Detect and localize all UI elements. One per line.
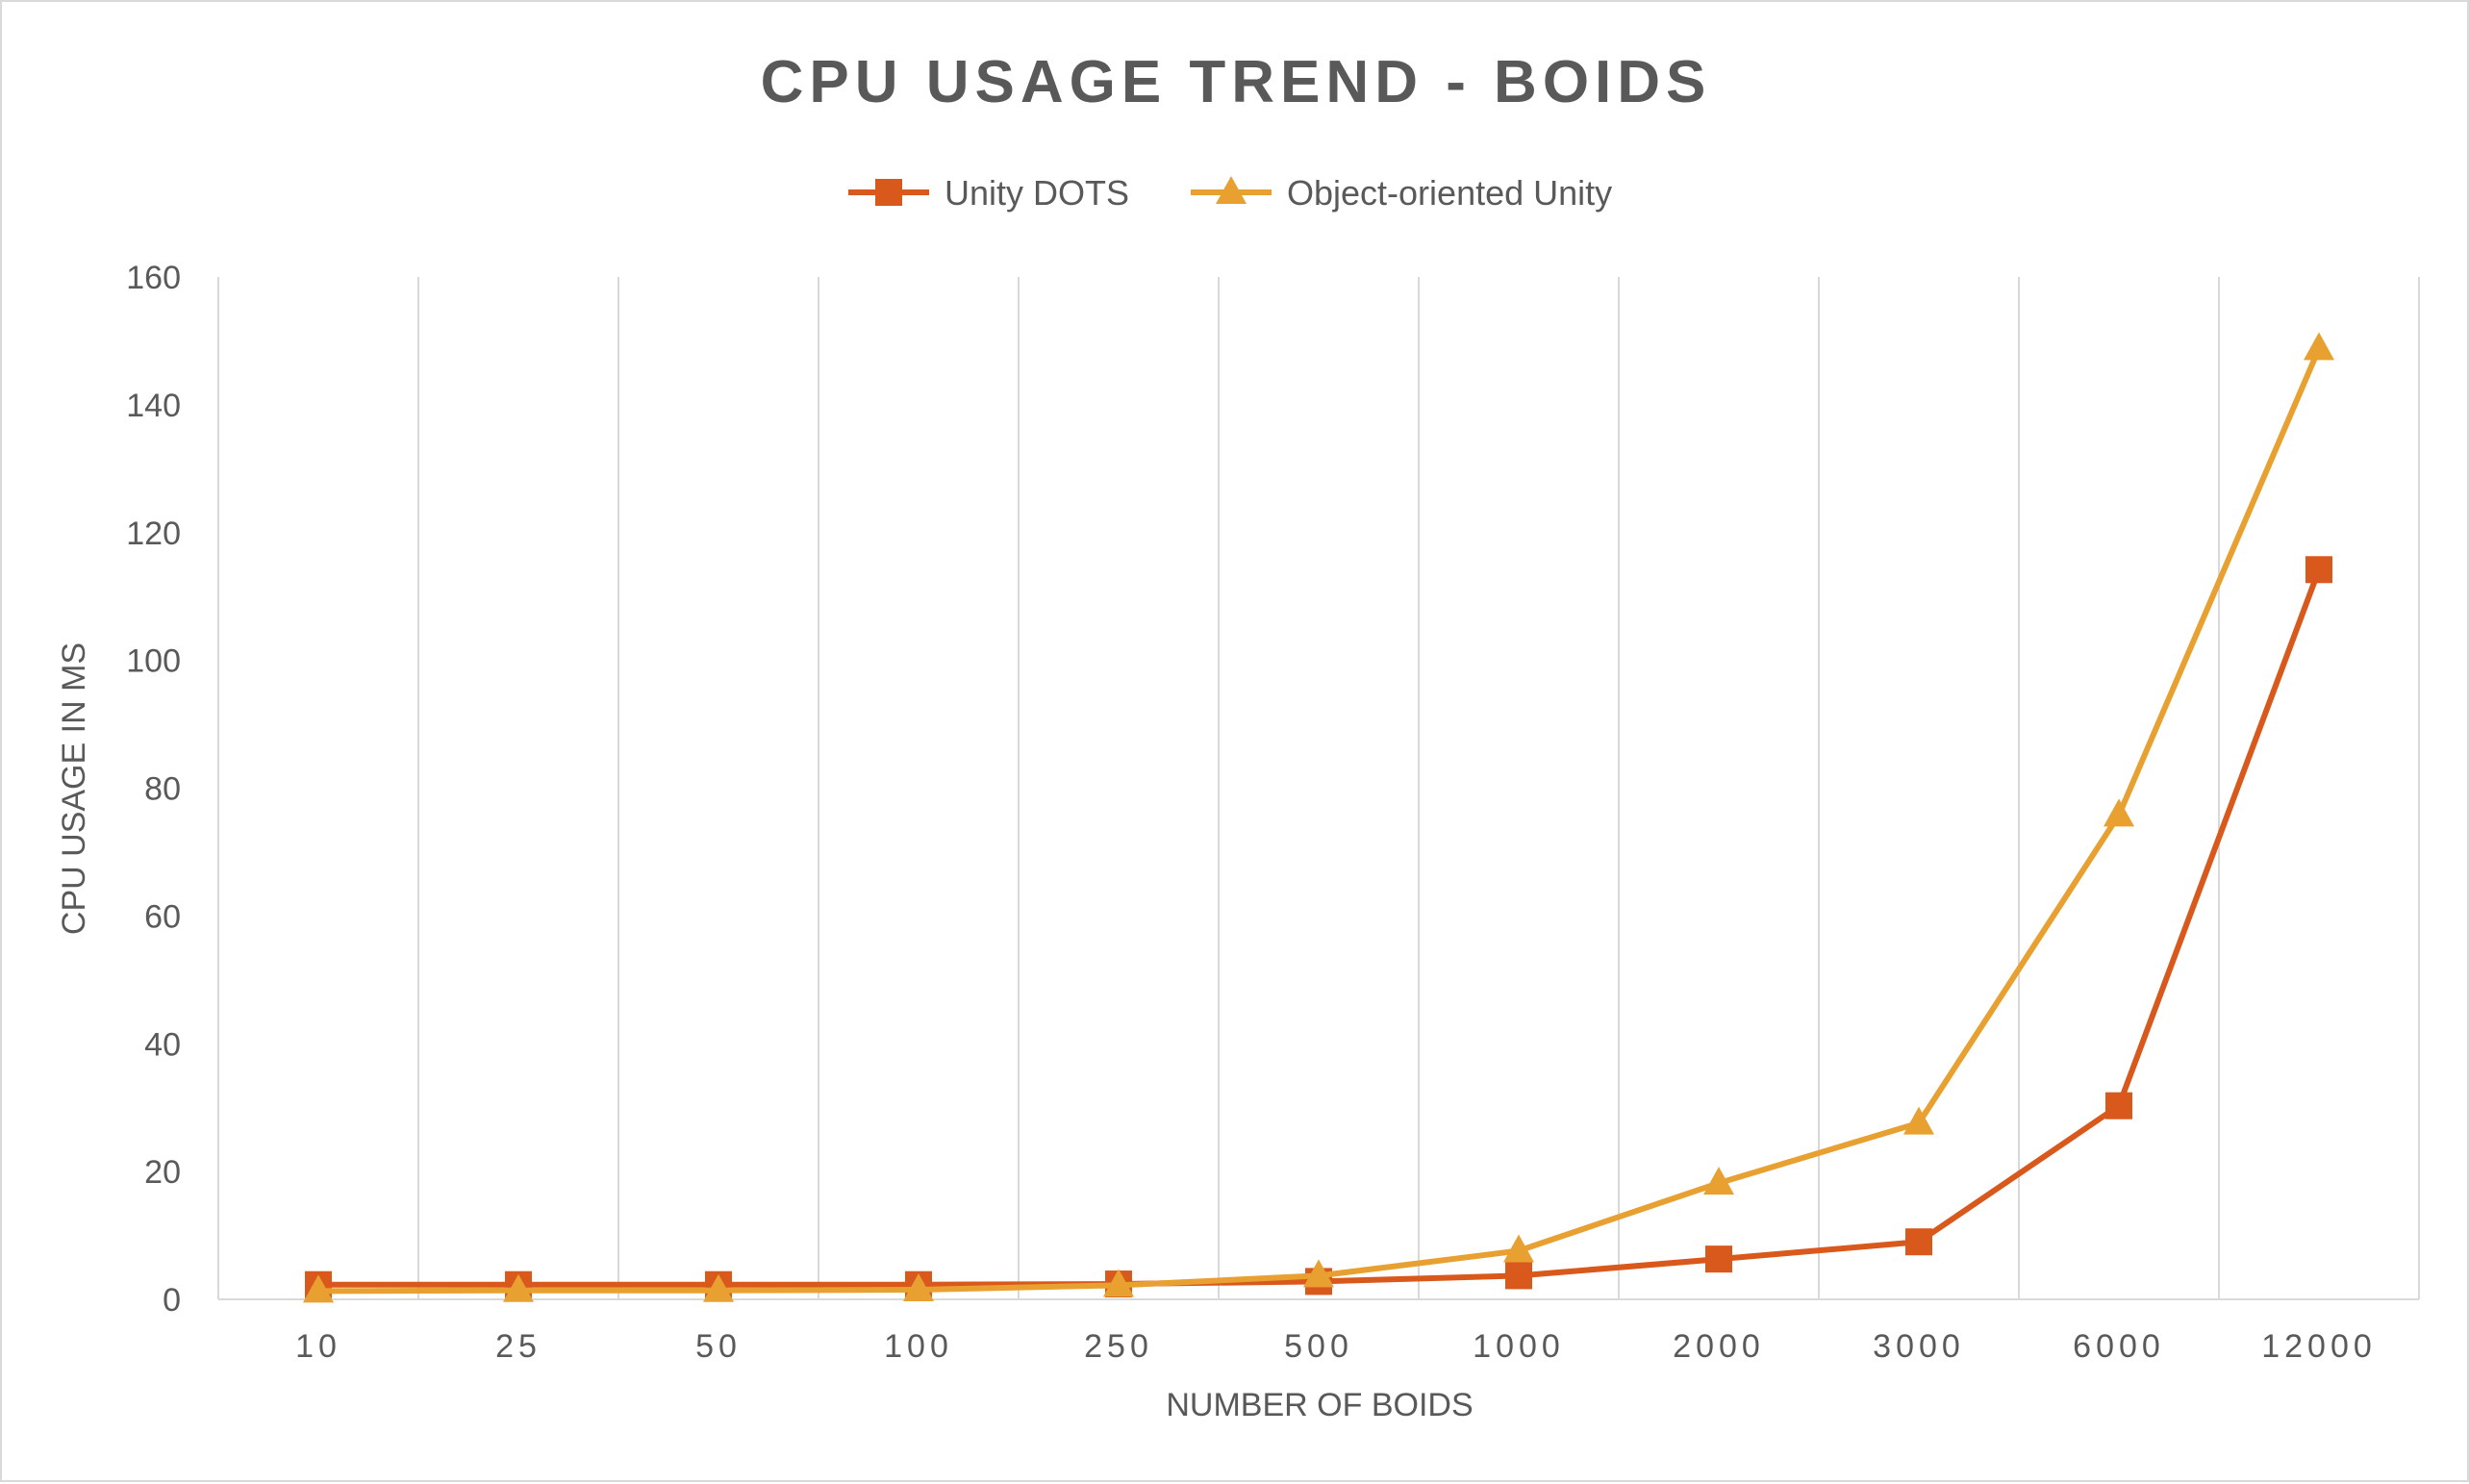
y-tick-label: 0	[163, 1282, 181, 1319]
data-point	[1303, 1259, 1334, 1288]
legend-marker	[875, 179, 902, 206]
x-tick-label: 10	[295, 1328, 341, 1365]
y-tick-label: 120	[126, 516, 181, 552]
data-point	[2104, 798, 2134, 827]
y-axis-title: CPU USAGE IN MS	[56, 642, 92, 935]
data-point	[1103, 1269, 1134, 1297]
legend-label: Object-oriented Unity	[1287, 173, 1612, 213]
y-tick-label: 40	[144, 1026, 181, 1063]
data-point	[1903, 1106, 1934, 1135]
legend-item: Unity DOTS	[848, 173, 1129, 213]
data-point	[2105, 1092, 2132, 1119]
series-triangle	[303, 332, 2334, 1303]
x-tick-label: 25	[495, 1328, 542, 1365]
x-tick-label: 12000	[2261, 1328, 2377, 1365]
y-tick-label: 140	[126, 388, 181, 424]
chart-title: CPU USAGE TREND - BOIDS	[761, 49, 1712, 115]
x-tick-label: 2000	[1673, 1328, 1765, 1365]
y-tick-label: 60	[144, 898, 181, 935]
y-tick-label: 160	[126, 260, 181, 296]
data-point	[1703, 1167, 1734, 1195]
legend: Unity DOTS Object-oriented Unity	[848, 173, 1612, 213]
data-point	[2305, 556, 2332, 584]
x-axis-ticks: 10 25 50 100 250 500 1000 2000 3000 6000 12000	[295, 1328, 2377, 1365]
y-tick-label: 80	[144, 771, 181, 808]
x-tick-label: 250	[1084, 1328, 1153, 1365]
data-point	[1905, 1228, 1932, 1256]
y-tick-label: 20	[144, 1154, 181, 1191]
legend-item: Object-oriented Unity	[1191, 173, 1612, 213]
x-tick-label: 50	[695, 1328, 742, 1365]
data-point	[303, 1274, 334, 1303]
vertical-gridlines	[217, 277, 2420, 1299]
data-point	[703, 1273, 734, 1302]
data-point	[1505, 1262, 1532, 1290]
data-point	[503, 1273, 534, 1302]
legend-marker	[1216, 176, 1247, 204]
x-tick-label: 6000	[2073, 1328, 2165, 1365]
data-point	[903, 1273, 934, 1302]
legend-label: Unity DOTS	[945, 173, 1129, 213]
series-layer	[303, 332, 2334, 1303]
series-square	[305, 556, 2332, 1298]
x-tick-label: 3000	[1873, 1328, 1965, 1365]
data-point	[1705, 1245, 1732, 1273]
data-point	[1503, 1234, 1534, 1263]
y-tick-label: 100	[126, 643, 181, 680]
x-tick-label: 1000	[1473, 1328, 1565, 1365]
data-point	[2304, 332, 2334, 361]
x-tick-label: 500	[1284, 1328, 1353, 1365]
x-axis-title: NUMBER OF BOIDS	[1166, 1387, 1473, 1423]
x-tick-label: 100	[884, 1328, 953, 1365]
y-axis-ticks: 0 20 40 60 80 100 120 140 160	[126, 260, 181, 1319]
